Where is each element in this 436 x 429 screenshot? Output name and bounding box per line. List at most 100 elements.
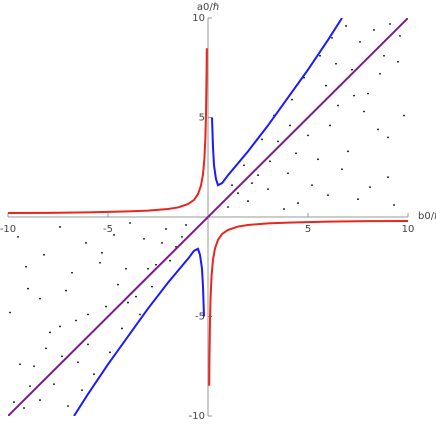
point (169, 259, 171, 262)
point (129, 222, 131, 224)
point (353, 94, 355, 97)
point (161, 241, 163, 244)
point (87, 313, 89, 316)
x-tick-label: 10 (402, 224, 415, 235)
point (101, 251, 103, 254)
point (53, 383, 55, 386)
point (347, 150, 349, 153)
point (67, 405, 69, 407)
point (85, 241, 87, 244)
point (39, 399, 41, 401)
point (25, 265, 27, 268)
point (61, 355, 63, 358)
point (379, 72, 381, 75)
point (49, 331, 51, 334)
x-tick-label: 5 (305, 224, 311, 235)
point (261, 138, 263, 141)
point (311, 184, 313, 187)
point (289, 124, 291, 127)
point (17, 236, 19, 238)
point (165, 228, 167, 230)
point (357, 198, 359, 200)
point (363, 110, 365, 113)
point (139, 313, 141, 316)
point (329, 124, 331, 127)
point (237, 192, 239, 195)
point (399, 35, 401, 37)
point (367, 92, 369, 95)
point (151, 285, 153, 288)
point (319, 54, 321, 57)
curve (8, 48, 208, 215)
point (287, 172, 289, 175)
point (19, 363, 21, 366)
point (27, 287, 29, 290)
point (373, 29, 375, 31)
point (65, 289, 67, 292)
point (247, 200, 249, 202)
point (393, 204, 395, 206)
point (397, 60, 399, 63)
y-tick-label: 5 (199, 113, 205, 124)
point (369, 186, 371, 189)
point (93, 373, 95, 376)
point (331, 37, 333, 39)
point (387, 176, 389, 179)
y-tick-label: -5 (195, 312, 205, 323)
point (377, 128, 379, 131)
point (325, 84, 327, 87)
point (43, 253, 45, 256)
point (87, 343, 89, 346)
curve (73, 247, 205, 416)
point (351, 68, 353, 71)
point (109, 351, 111, 354)
point (307, 134, 309, 137)
x-tick-label: -10 (0, 224, 16, 235)
point (147, 267, 149, 270)
point (291, 98, 293, 101)
y-axis-label: a0/ℏ (197, 2, 219, 13)
point (185, 224, 187, 226)
point (113, 234, 115, 236)
point (231, 184, 233, 187)
point (297, 202, 299, 204)
point (13, 401, 15, 403)
point (117, 283, 119, 286)
point (383, 54, 385, 57)
point (283, 208, 285, 210)
point (341, 168, 343, 171)
point (81, 389, 83, 392)
point (9, 311, 11, 314)
point (277, 140, 279, 143)
point (135, 295, 137, 298)
point (125, 267, 127, 270)
point (75, 319, 77, 322)
point (33, 365, 35, 368)
point (269, 160, 271, 163)
point (143, 237, 145, 240)
point (327, 194, 329, 197)
point (39, 297, 41, 300)
point (155, 263, 157, 266)
point (99, 261, 101, 264)
point (105, 305, 107, 308)
y-tick-label: 10 (192, 13, 205, 24)
point (29, 385, 31, 388)
point (403, 114, 405, 117)
curve (211, 18, 343, 187)
point (71, 271, 73, 274)
point (227, 206, 229, 208)
x-tick-label: -5 (103, 224, 113, 235)
point (337, 104, 339, 107)
point (251, 182, 253, 185)
point (59, 325, 61, 328)
point (127, 301, 129, 304)
plot-area (8, 18, 408, 416)
point (121, 327, 123, 330)
point (23, 407, 25, 409)
point (317, 158, 319, 161)
point (295, 152, 297, 155)
point (257, 174, 259, 177)
point (59, 226, 61, 228)
